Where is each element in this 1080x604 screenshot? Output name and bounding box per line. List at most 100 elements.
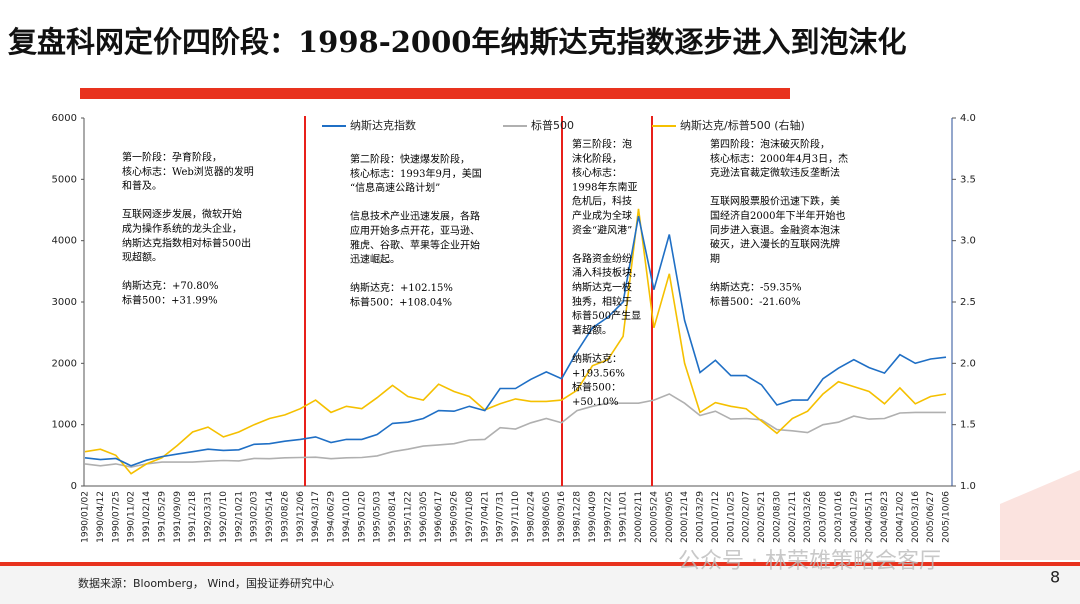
x-tick-label: 1995/01/20	[357, 491, 367, 543]
x-tick-label: 1994/06/29	[327, 491, 337, 543]
x-tick-label: 1995/08/14	[388, 491, 398, 543]
annotation: 产业成为全球	[572, 209, 632, 222]
footer-line	[0, 562, 1080, 566]
annotation: 标普500：+31.99%	[122, 294, 218, 307]
series-line	[84, 208, 947, 475]
x-tick-label: 2005/06/27	[926, 491, 936, 543]
x-tick-label: 1997/11/10	[511, 491, 521, 543]
x-tick-label: 1993/08/26	[280, 491, 290, 543]
annotation: 危机后，科技	[572, 195, 632, 208]
x-tick-label: 2002/02/07	[742, 491, 752, 543]
annotation: +193.56%	[572, 368, 625, 379]
x-tick-label: 1997/04/21	[480, 491, 490, 543]
x-tick-label: 2004/05/11	[865, 491, 875, 543]
annotation: 纳斯达克：+70.80%	[122, 279, 219, 292]
annotation: 纳斯达克一枝	[572, 281, 632, 294]
x-tick-label: 1995/11/22	[403, 491, 413, 543]
annotation: 第三阶段：泡	[572, 138, 632, 151]
x-tick-label: 1998/06/05	[542, 491, 552, 543]
source: 数据来源：Bloomberg， Wind，国投证券研究中心	[78, 576, 334, 590]
annotation: 雅虎、谷歌、苹果等企业开始	[350, 238, 480, 251]
x-tick-label: 1997/07/31	[496, 491, 506, 543]
x-tick-label: 2002/08/30	[772, 491, 782, 543]
y2-tick-label: 1.5	[960, 420, 976, 431]
x-tick-label: 2004/12/02	[895, 491, 905, 543]
x-tick-label: 1999/11/01	[619, 491, 629, 543]
y-tick-label: 3000	[52, 297, 77, 308]
x-tick-label: 1991/12/18	[188, 491, 198, 543]
x-tick-label: 1990/11/02	[127, 491, 137, 543]
slide-title: 复盘科网定价四阶段：1998-2000年纳斯达克指数逐步进入到泡沫化	[8, 25, 906, 59]
x-tick-label: 1990/01/02	[81, 491, 91, 543]
y2-tick-label: 2.0	[960, 358, 976, 369]
x-tick-label: 2003/07/08	[819, 491, 829, 543]
series-line	[84, 215, 947, 467]
x-tick-label: 2003/03/26	[803, 491, 813, 543]
x-tick-label: 2002/12/11	[788, 491, 798, 543]
annotation: 标普500：-21.60%	[710, 295, 801, 308]
annotation: 纳斯达克：	[572, 352, 622, 365]
annotation: 核心标志：1993年9月，美国	[350, 167, 482, 180]
x-tick-label: 1996/06/17	[434, 491, 444, 543]
annotation: 标普500：	[572, 381, 621, 394]
x-tick-label: 2000/09/05	[665, 491, 675, 543]
x-tick-label: 2005/10/06	[942, 491, 952, 543]
annotation: 纳斯达克指数相对标普500出	[122, 236, 251, 249]
x-tick-label: 1999/04/09	[588, 491, 598, 543]
x-tick-label: 1992/10/21	[234, 491, 244, 543]
annotation: 资金“避风港”	[572, 223, 632, 236]
x-tick-label: 1998/12/28	[573, 491, 583, 543]
annotation: 应用开始多点开花，亚马逊、	[350, 224, 480, 237]
x-tick-label: 2001/10/25	[726, 491, 736, 543]
legend-label: 纳斯达克指数	[350, 118, 416, 132]
annotation: 纳斯达克：+102.15%	[350, 281, 453, 294]
x-tick-label: 2000/05/24	[649, 491, 659, 543]
annotation: 信息技术产业迅速发展，各路	[350, 210, 480, 223]
y-tick-label: 5000	[52, 174, 77, 185]
annotation: 标普500：+108.04%	[350, 296, 452, 309]
page-number: 8	[1050, 568, 1060, 587]
annotation: 核心标志：	[572, 166, 622, 179]
annotation: 核心标志：2000年4月3日，杰	[710, 152, 848, 165]
y2-tick-label: 1.0	[960, 481, 976, 492]
legend-label: 纳斯达克/标普500 (右轴)	[680, 118, 805, 132]
annotation: 第二阶段：快速爆发阶段，	[350, 153, 470, 166]
x-tick-label: 2002/05/21	[757, 491, 767, 543]
annotation: +50.10%	[572, 397, 619, 408]
annotation: 1998年东南亚	[572, 180, 637, 193]
x-tick-label: 1991/05/29	[157, 491, 167, 543]
x-tick-label: 2001/07/12	[711, 491, 721, 543]
x-tick-label: 1994/03/17	[311, 491, 321, 543]
y-tick-label: 1000	[52, 420, 77, 431]
annotation: 纳斯达克：-59.35%	[710, 281, 802, 294]
x-tick-label: 2003/10/16	[834, 491, 844, 543]
annotation: 成为操作系统的龙头企业，	[122, 222, 242, 235]
watermark: 公众号 · 林荣雄策略会客厅	[678, 549, 941, 574]
annotation: 著超额。	[572, 323, 612, 336]
annotation: 同步进入衰退。金融资本泡沫	[710, 223, 840, 236]
annotation: 第四阶段：泡沫破灭阶段，	[710, 138, 830, 151]
y2-tick-label: 4.0	[960, 113, 976, 124]
x-tick-label: 2004/01/29	[849, 491, 859, 543]
footer-band	[0, 562, 1080, 604]
annotation: 期	[710, 253, 720, 265]
legend-label: 标普500	[531, 118, 574, 132]
x-tick-label: 2000/02/11	[634, 491, 644, 543]
annotation: 涌入科技板块，	[572, 266, 642, 279]
annotation: 国经济自2000年下半年开始也	[710, 209, 845, 222]
y2-tick-label: 3.0	[960, 236, 976, 247]
x-tick-label: 1994/10/10	[342, 491, 352, 543]
annotation: 第一阶段：孕育阶段，	[122, 151, 222, 164]
x-tick-label: 1993/02/03	[250, 491, 260, 543]
annotation: 各路资金纷纷	[572, 252, 632, 265]
corner-decor	[1000, 470, 1080, 560]
annotation: 克逊法官裁定微软违反垄断法	[710, 166, 840, 179]
annotation: 核心标志：Web浏览器的发明	[122, 165, 254, 178]
x-tick-label: 1996/09/26	[450, 491, 460, 543]
x-tick-label: 1991/09/09	[173, 491, 183, 543]
annotation: 和普及。	[122, 179, 162, 192]
y2-tick-label: 3.5	[960, 174, 976, 185]
x-tick-label: 1999/07/22	[603, 491, 613, 543]
y2-tick-label: 2.5	[960, 297, 976, 308]
